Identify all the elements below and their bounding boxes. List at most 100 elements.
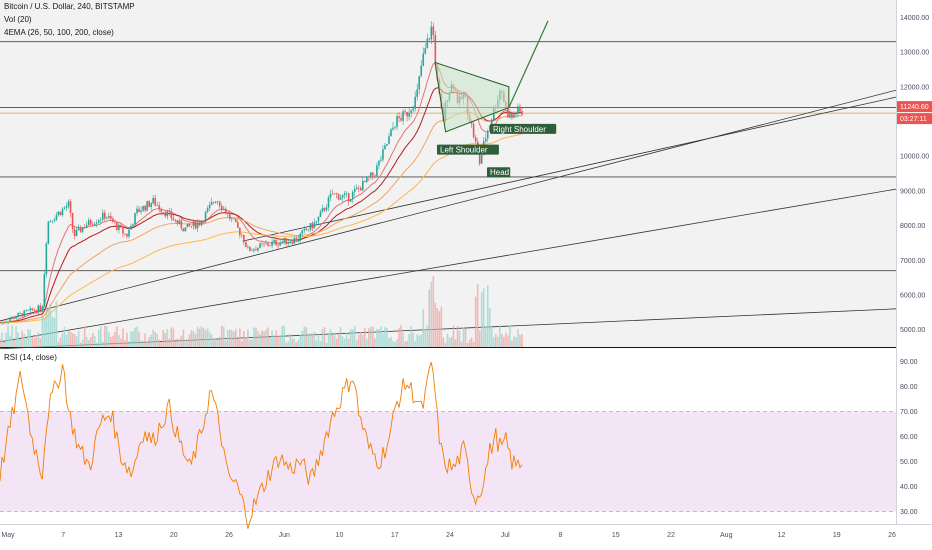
volume-bar	[315, 340, 318, 347]
candle-body	[110, 215, 112, 219]
candle-body	[172, 218, 175, 221]
candle-body	[21, 313, 23, 317]
price-pane-bg	[0, 0, 896, 347]
candle-body	[363, 180, 366, 183]
candle-body	[507, 107, 509, 118]
candle-body	[420, 65, 423, 76]
volume-bar	[307, 333, 310, 347]
volume-bar	[384, 326, 386, 347]
volume-bar	[509, 325, 511, 347]
volume-bar	[41, 306, 44, 347]
volume-bar	[230, 329, 233, 347]
volume-bar	[261, 330, 263, 347]
volume-bar	[114, 332, 116, 347]
candle-body	[210, 202, 213, 205]
time-tick-label: 8	[559, 532, 563, 539]
candle-body	[335, 193, 338, 195]
candle-body	[241, 235, 243, 236]
rsi-tick-label: 70.00	[900, 409, 918, 416]
candle-body	[150, 203, 152, 207]
volume-bar	[370, 326, 372, 347]
candle-body	[281, 241, 283, 243]
volume-bar	[305, 327, 308, 347]
candle-body	[67, 201, 70, 207]
candle-body	[91, 224, 94, 226]
trend-line	[0, 89, 897, 322]
candle-body	[331, 193, 334, 195]
volume-bar	[253, 327, 255, 347]
candle-body	[79, 227, 82, 232]
candle-body	[480, 155, 483, 164]
candle-body	[140, 210, 142, 213]
time-tick-label: 7	[61, 532, 65, 539]
volume-bar	[186, 338, 189, 347]
volume-bar	[43, 317, 46, 347]
volume-bar	[144, 333, 146, 347]
last-price-badge	[897, 101, 932, 113]
volume-bar	[490, 326, 493, 347]
volume-bar	[239, 328, 241, 347]
volume-bar	[184, 339, 187, 347]
volume-bar	[402, 332, 404, 347]
volume-bar	[277, 335, 279, 347]
time-tick-label: 17	[391, 532, 399, 539]
volume-bar	[511, 340, 513, 347]
candle-body	[418, 75, 421, 90]
time-axis: May 7 13 20 26 Jun 10 17 24 Jul 8 15 22 Aug 12 19 26	[1, 532, 896, 539]
volume-bar	[517, 329, 519, 347]
price-tick-label: 7000.00	[900, 258, 925, 265]
volume-bar	[285, 342, 287, 347]
volume-bar	[130, 331, 132, 347]
candle-body	[311, 223, 314, 229]
candle-body	[214, 201, 217, 203]
volume-legend: Vol (20)	[4, 15, 32, 24]
volume-bar	[263, 331, 265, 347]
volume-bar	[172, 328, 175, 347]
volume-bar	[182, 329, 185, 347]
candle-body	[162, 212, 165, 213]
candle-body	[204, 211, 207, 222]
candle-body	[134, 213, 136, 225]
candle-body	[289, 241, 292, 243]
volume-bar	[226, 330, 229, 347]
volume-bar	[454, 339, 457, 347]
candle-body	[339, 197, 342, 200]
candle-body	[432, 26, 435, 36]
volume-bar	[361, 334, 364, 347]
candle-body	[154, 197, 156, 206]
volume-bar	[343, 338, 346, 347]
candle-body	[509, 113, 511, 118]
volume-bar	[289, 334, 292, 347]
candle-body	[273, 240, 275, 242]
volume-bar	[386, 328, 388, 347]
candle-body	[279, 242, 281, 246]
volume-bar	[323, 327, 326, 347]
volume-bar	[11, 325, 13, 347]
volume-bar	[281, 326, 283, 347]
volume-bar	[37, 332, 40, 347]
candle-body	[243, 235, 245, 243]
candle-body	[178, 220, 181, 224]
candle-body	[378, 160, 380, 166]
volume-bar	[390, 336, 392, 347]
candle-body	[376, 165, 378, 176]
time-tick-label: 10	[336, 532, 344, 539]
volume-bar	[418, 335, 421, 347]
volume-bar	[112, 335, 114, 347]
volume-bar	[104, 325, 106, 347]
candle-body	[253, 249, 255, 251]
volume-bar	[501, 334, 503, 347]
volume-bar	[247, 329, 249, 347]
ema-legend: 4EMA (26, 50, 100, 200, close)	[4, 28, 114, 37]
candle-body	[372, 172, 374, 176]
candle-body	[269, 245, 271, 247]
volume-bar	[222, 326, 225, 347]
candle-body	[347, 192, 350, 202]
volume-bar	[106, 326, 108, 347]
candle-body	[297, 238, 300, 241]
volume-bar	[101, 341, 104, 347]
volume-bar	[251, 338, 253, 347]
volume-bar	[303, 326, 306, 347]
volume-bar	[148, 337, 150, 347]
